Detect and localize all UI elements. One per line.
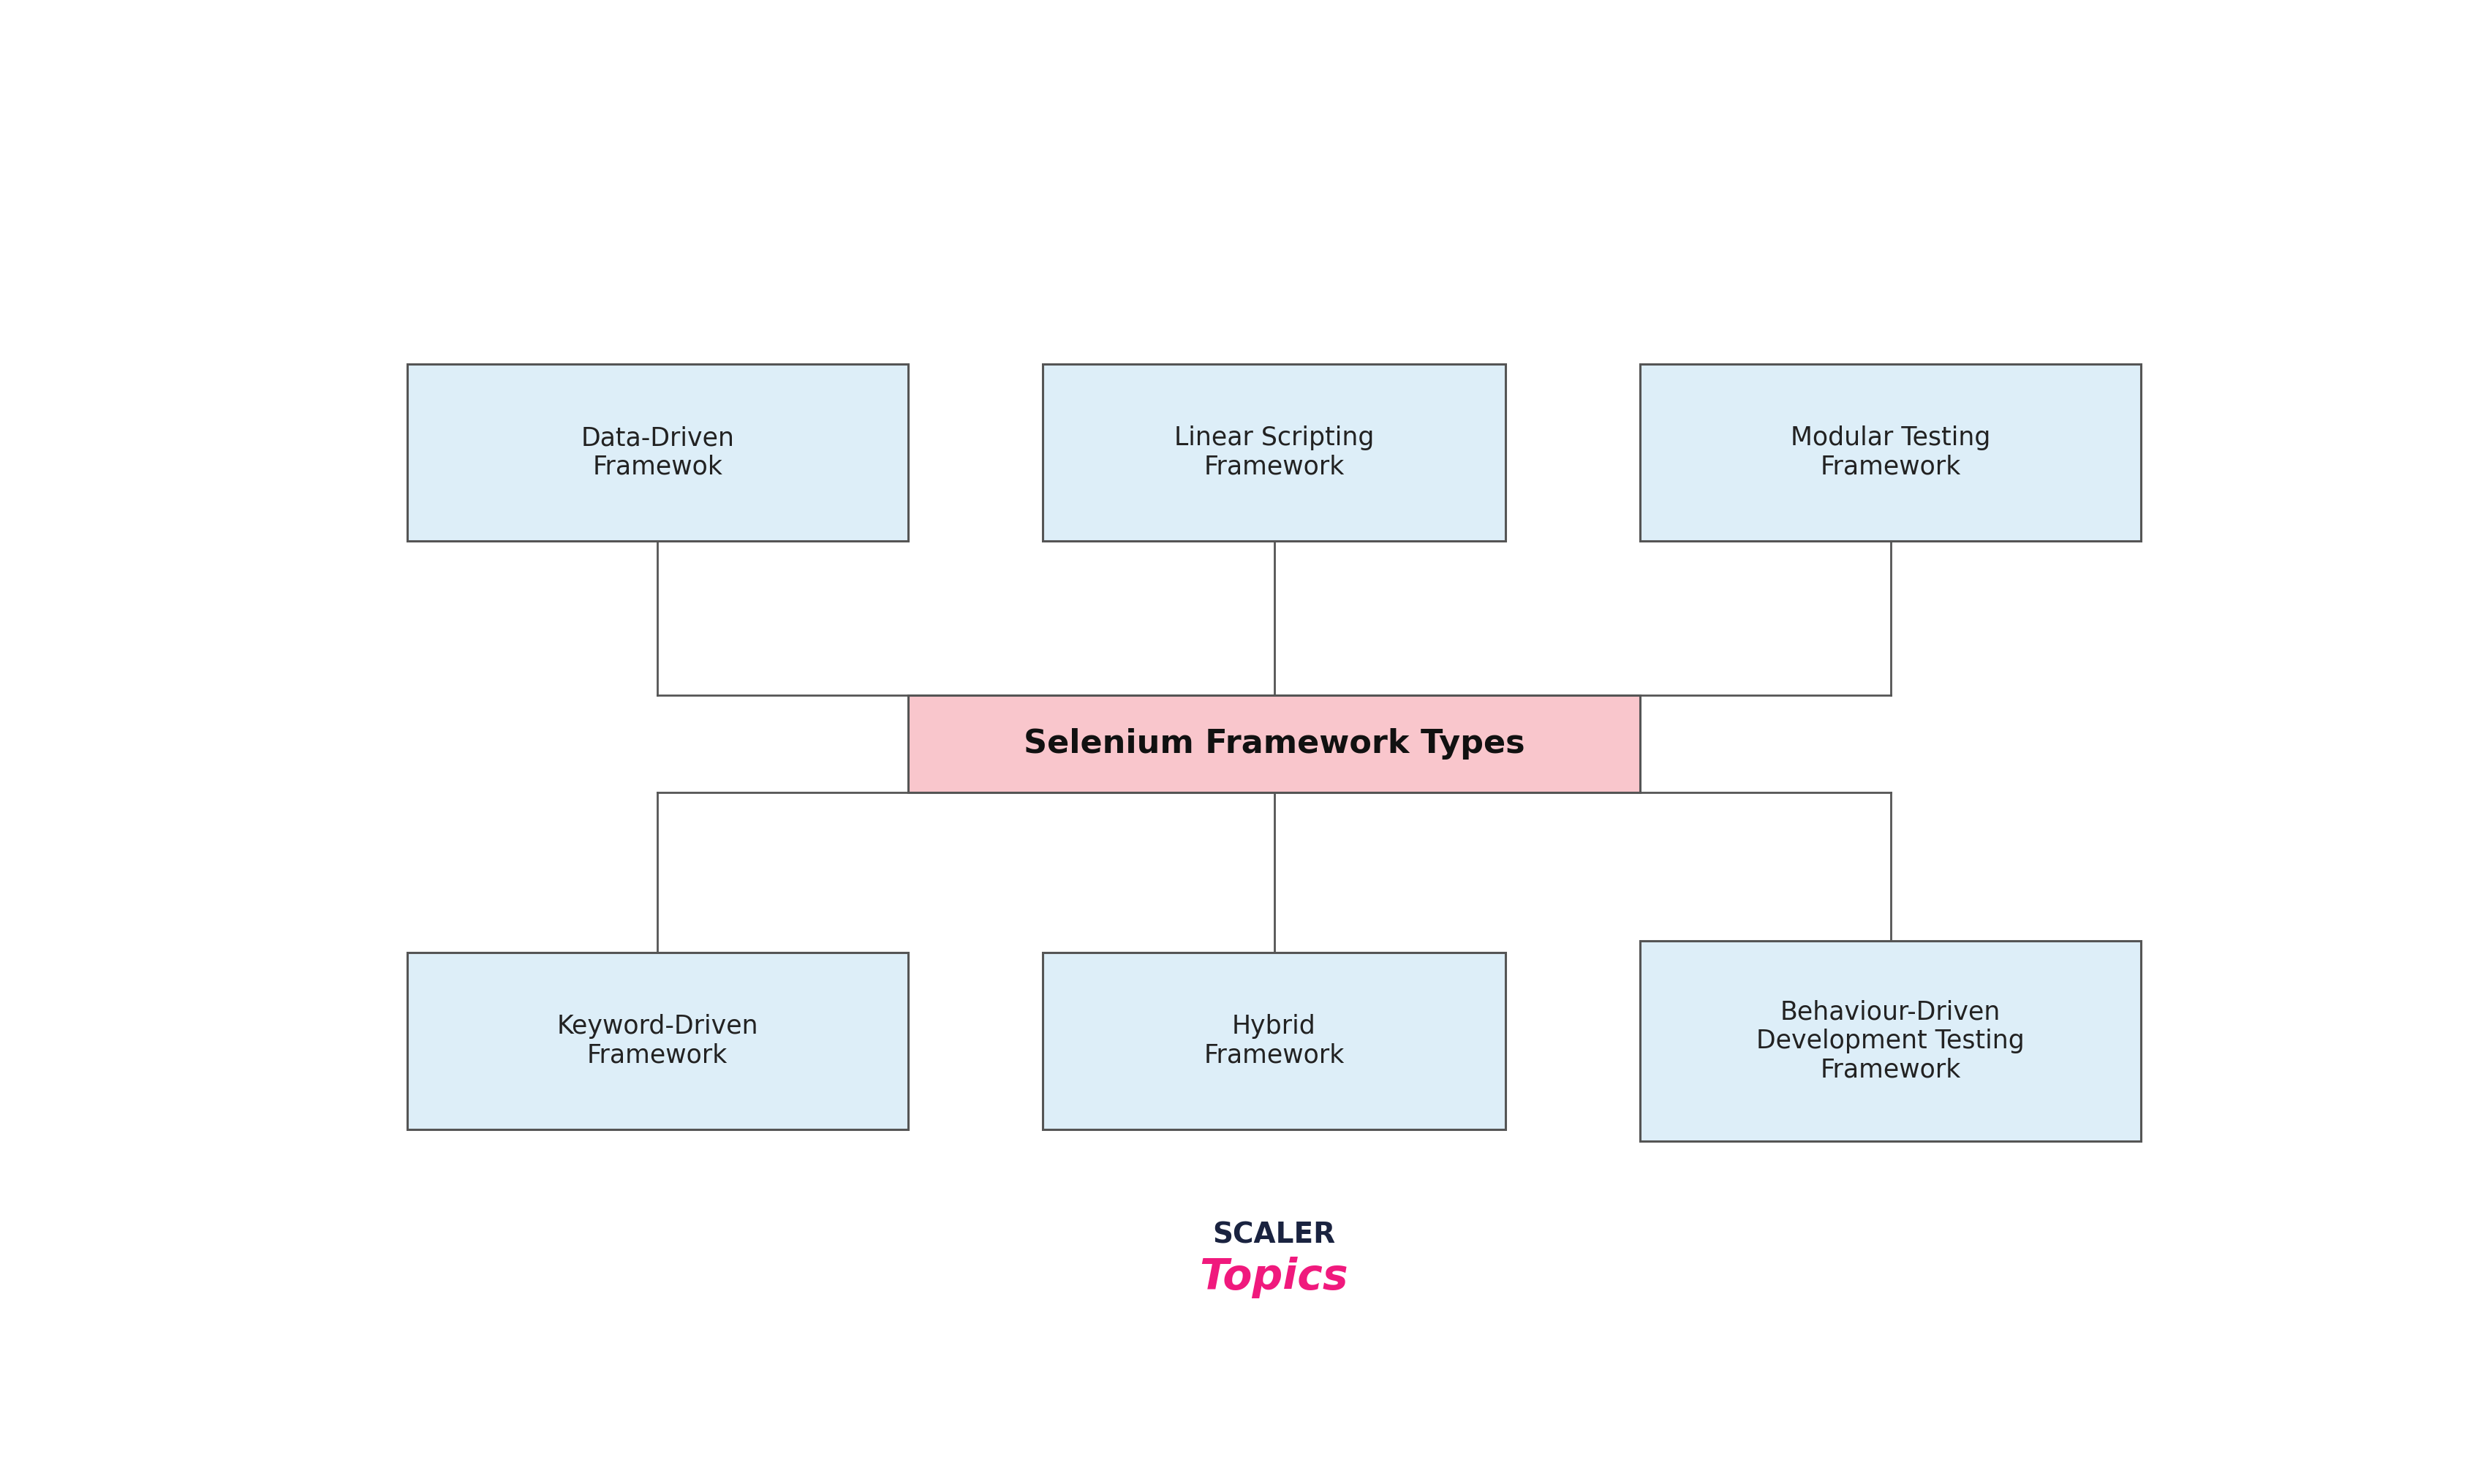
Text: Data-Driven
Framewok: Data-Driven Framewok — [582, 426, 733, 479]
FancyBboxPatch shape — [408, 953, 907, 1129]
Text: Selenium Framework Types: Selenium Framework Types — [1024, 729, 1524, 760]
Text: Hybrid
Framework: Hybrid Framework — [1203, 1014, 1345, 1067]
Text: Modular Testing
Framework: Modular Testing Framework — [1790, 426, 1991, 479]
Text: Topics: Topics — [1201, 1257, 1347, 1298]
Text: Keyword-Driven
Framework: Keyword-Driven Framework — [557, 1014, 758, 1067]
FancyBboxPatch shape — [1641, 941, 2140, 1141]
FancyBboxPatch shape — [1641, 364, 2140, 540]
Text: SCALER: SCALER — [1213, 1221, 1335, 1250]
Text: Linear Scripting
Framework: Linear Scripting Framework — [1173, 426, 1375, 479]
FancyBboxPatch shape — [907, 695, 1641, 792]
FancyBboxPatch shape — [408, 364, 907, 540]
FancyBboxPatch shape — [1044, 364, 1504, 540]
Text: Behaviour-Driven
Development Testing
Framework: Behaviour-Driven Development Testing Fra… — [1758, 1000, 2024, 1082]
FancyBboxPatch shape — [1044, 953, 1504, 1129]
